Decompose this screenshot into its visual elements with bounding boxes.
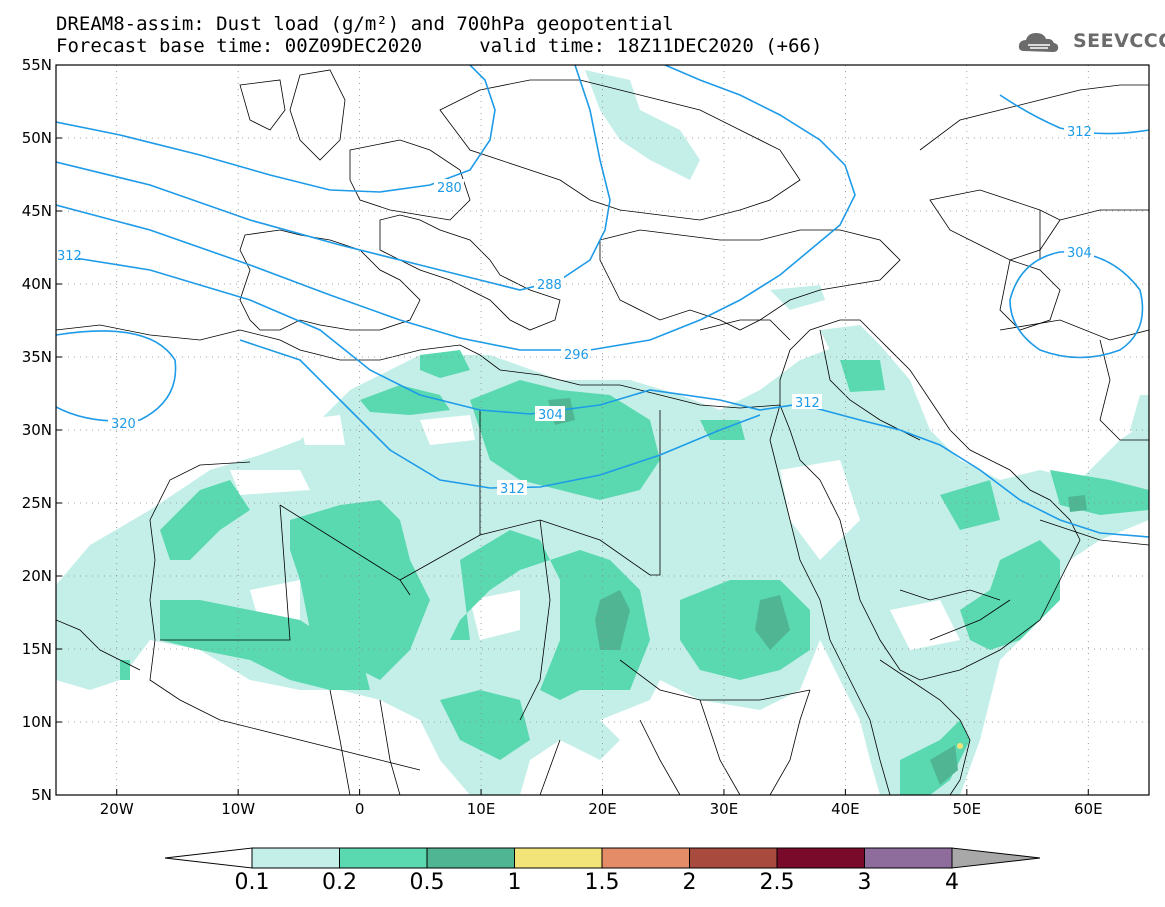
lon-tick-label: 10E bbox=[467, 800, 496, 818]
colorbar-swatch bbox=[864, 847, 953, 869]
lat-tick-label: 55N bbox=[22, 56, 52, 74]
colorbar bbox=[164, 847, 1041, 869]
country-borders bbox=[56, 69, 1149, 795]
lat-tick-label: 30N bbox=[22, 421, 52, 439]
lat-tick-label: 10N bbox=[22, 713, 52, 731]
lon-tick-label: 40E bbox=[831, 800, 860, 818]
colorbar-swatch bbox=[601, 847, 690, 869]
contour-label: 320 bbox=[111, 417, 136, 432]
lon-tick-label: 50E bbox=[953, 800, 982, 818]
lat-tick-label: 40N bbox=[22, 275, 52, 293]
colorbar-label: 2 bbox=[682, 870, 697, 895]
lon-tick-label: 10W bbox=[221, 800, 255, 818]
contour-labels: 280 288 296 304 312 312 312 312 320 304 bbox=[56, 123, 1094, 497]
colorbar-swatch bbox=[426, 847, 515, 869]
lat-tick-label: 5N bbox=[31, 786, 52, 804]
logo-text: SEEVCCC bbox=[1073, 30, 1165, 52]
colorbar-swatch bbox=[776, 847, 865, 869]
colorbar-label: 0.2 bbox=[322, 870, 357, 895]
colorbar-label: 4 bbox=[945, 870, 959, 895]
contour-label: 312 bbox=[795, 396, 820, 411]
lat-tick-label: 15N bbox=[22, 640, 52, 658]
contour-label: 312 bbox=[500, 482, 525, 497]
lat-tick-label: 50N bbox=[22, 129, 52, 147]
colorbar-swatch bbox=[689, 847, 778, 869]
dust-mid-layer bbox=[120, 350, 1149, 795]
contour-label: 312 bbox=[57, 249, 82, 264]
lat-tick-label: 35N bbox=[22, 348, 52, 366]
contour-label: 288 bbox=[537, 278, 562, 293]
contour-label: 296 bbox=[564, 348, 589, 363]
contour-label: 280 bbox=[437, 181, 462, 196]
geopotential-contours bbox=[56, 65, 1149, 538]
colorbar-swatch bbox=[514, 847, 603, 869]
lat-tick-label: 45N bbox=[22, 202, 52, 220]
cloud-logo-icon bbox=[1018, 33, 1059, 52]
lat-tick-label: 20N bbox=[22, 567, 52, 585]
contour-label: 312 bbox=[1067, 125, 1092, 140]
dust-peak-marker bbox=[957, 743, 963, 749]
lat-tick-label: 25N bbox=[22, 494, 52, 512]
chart-title: DREAM8-assim: Dust load (g/m²) and 700hP… bbox=[56, 13, 674, 35]
dust-clear-patches bbox=[230, 415, 960, 760]
colorbar-label: 2.5 bbox=[759, 870, 795, 895]
colorbar-label: 0.1 bbox=[234, 870, 270, 895]
axis-ticks: 55N 50N 45N 40N 35N 30N 25N 20N 15N 10N 5N 20W 10W 0 1… bbox=[22, 56, 1103, 818]
lon-tick-label: 30E bbox=[710, 800, 739, 818]
lon-tick-label: 0 bbox=[355, 800, 365, 818]
colorbar-over-arrow bbox=[951, 847, 1041, 869]
colorbar-label: 3 bbox=[857, 870, 872, 895]
colorbar-swatch bbox=[339, 847, 428, 869]
colorbar-label: 1 bbox=[507, 870, 522, 895]
colorbar-swatch bbox=[251, 847, 340, 869]
forecast-times: Forecast base time: 00Z09DEC2020 valid t… bbox=[56, 35, 823, 57]
lon-tick-label: 20W bbox=[100, 800, 134, 818]
lon-tick-label: 20E bbox=[588, 800, 617, 818]
colorbar-label: 1.5 bbox=[584, 870, 620, 895]
colorbar-label: 0.5 bbox=[409, 870, 445, 895]
contour-label: 304 bbox=[1067, 246, 1092, 261]
gridlines bbox=[56, 65, 1149, 795]
colorbar-under-arrow bbox=[164, 847, 253, 869]
dust-dark-layer bbox=[548, 398, 1087, 785]
contour-label: 304 bbox=[538, 408, 563, 423]
lon-tick-label: 60E bbox=[1074, 800, 1103, 818]
